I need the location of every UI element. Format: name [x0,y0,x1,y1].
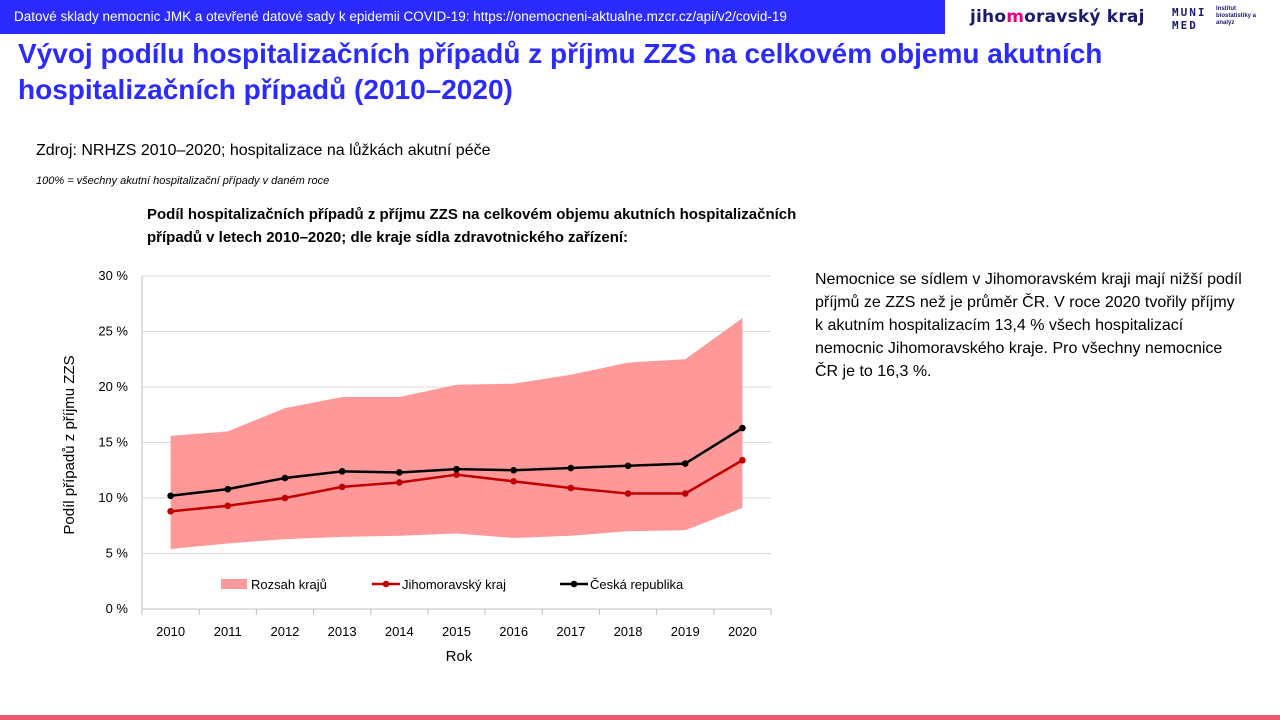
x-tick-label: 2012 [270,624,299,639]
institute-logo-text: Institut biostatistiky a analýz [1216,6,1257,26]
muni-logo-line2: MED [1172,19,1198,32]
x-tick-label: 2010 [156,624,185,639]
data-point [567,484,575,492]
y-tick-label: 25 % [98,324,128,339]
muni-med-logo: MUNI MED [1172,6,1207,32]
muni-logo-line1: MUNI [1172,6,1207,19]
x-axis-title: Rok [446,648,473,665]
data-point [281,474,289,482]
jmk-logo-part1: jiho [970,7,1007,27]
top-banner: Datové sklady nemocnic JMK a otevřené da… [0,0,945,34]
data-point [681,460,689,467]
page-title: Vývoj podílu hospitalizačních případů z … [18,38,1103,105]
data-point [453,465,460,473]
x-tick-label: 2016 [499,624,528,639]
data-point [167,508,174,515]
data-point [739,456,746,464]
range-band [170,318,743,550]
x-tick-label: 2017 [556,624,585,639]
data-point [224,502,232,510]
data-point [224,485,232,493]
x-tick-label: 2018 [614,624,643,639]
legend-label-cr: Česká republika [590,577,684,592]
x-tick-label: 2013 [328,624,357,639]
commentary-text: Nemocnice se sídlem v Jihomoravském kraj… [815,271,1242,380]
y-tick-label: 15 % [98,435,128,450]
data-point [338,468,346,475]
data-point [338,483,346,491]
data-point [510,466,517,474]
y-tick-label: 10 % [98,490,128,505]
data-point [453,471,460,478]
x-tick-label: 2019 [671,624,700,639]
legend-label-jmk: Jihomoravský kraj [402,577,506,592]
legend-marker-jmk [382,580,390,588]
banner-text: Datové sklady nemocnic JMK a otevřené da… [14,9,787,24]
jmk-logo-part2: oravský kraj [1024,7,1145,27]
data-point [739,424,746,432]
y-tick-label: 30 % [98,268,128,283]
y-tick-label: 20 % [98,379,128,394]
legend-marker-cr [570,580,578,588]
source-text: Zdroj: NRHZS 2010–2020; hospitalizace na… [36,142,491,159]
y-axis-title: Podíl případů z příjmu ZZS [61,355,78,534]
x-tick-label: 2014 [385,624,414,639]
data-point [624,490,632,497]
percent-note: 100% = všechny akutní hospitalizační pří… [36,175,330,187]
y-tick-label: 5 % [106,546,129,561]
data-point [510,478,517,485]
jmk-logo: jihomoravský kraj [970,7,1145,27]
legend-swatch-range [221,579,247,589]
footer-line [0,715,1280,720]
legend-label-range: Rozsah krajů [251,577,327,592]
x-tick-label: 2015 [442,624,471,639]
chart-title: Podíl hospitalizačních případů z příjmu … [147,206,797,246]
data-point [396,469,403,476]
data-point [681,490,689,497]
y-tick-label: 0 % [106,601,129,616]
data-point [281,494,289,502]
data-point [624,462,632,470]
data-point [396,479,403,486]
x-tick-label: 2011 [214,624,242,639]
data-point [567,464,575,472]
data-point [167,492,174,500]
x-tick-label: 2020 [728,624,757,639]
jmk-logo-accent: m [1006,7,1025,27]
